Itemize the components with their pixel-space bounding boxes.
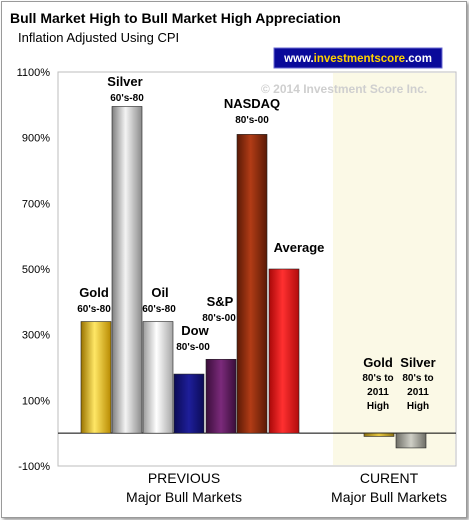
bar-period-label: 60's-80 — [142, 304, 176, 315]
bar-period-label: 60's-80 — [110, 93, 144, 104]
bar-name-label: Silver — [107, 74, 142, 89]
bar-name-label: Gold — [79, 285, 109, 300]
bars — [80, 106, 427, 449]
source-url: www.investmentscore.com — [283, 53, 432, 65]
bar-gold — [80, 321, 112, 434]
bar-silver-current — [395, 432, 427, 449]
group-label-previous-sub: Major Bull Markets — [126, 489, 242, 505]
y-tick-label: 300% — [22, 330, 50, 342]
bar-average — [268, 268, 300, 434]
bar-sp — [205, 358, 237, 434]
bar-name-label: Gold — [363, 355, 393, 370]
chart-subtitle: Inflation Adjusted Using CPI — [18, 30, 179, 45]
bar-period-label: 2011 — [407, 387, 429, 398]
y-tick-label: 1100% — [17, 67, 51, 79]
y-tick-label: 500% — [22, 264, 50, 276]
chart-title: Bull Market High to Bull Market High App… — [10, 10, 341, 26]
bar-gold-current — [363, 432, 395, 437]
y-axis: 1100% 900% 700% 500% 300% 100% -100% — [17, 67, 456, 473]
bar-name-label: Dow — [181, 323, 209, 338]
bar-period-label: 80's-00 — [202, 313, 236, 324]
bar-period-label: 80's to — [362, 373, 393, 384]
bar-period-label: High — [367, 401, 389, 412]
bar-name-label: Average — [274, 240, 325, 255]
y-tick-label: -100% — [18, 461, 50, 473]
group-label-current: CURENT — [360, 470, 419, 486]
bar-name-label: S&P — [207, 294, 234, 309]
bar-labels: Gold60's-80Silver60's-80Oil60's-80Dow80'… — [77, 74, 435, 412]
source-badge[interactable]: www.investmentscore.com — [273, 47, 443, 69]
bar-period-label: 60's-80 — [77, 304, 111, 315]
bar-period-label: 80's-00 — [176, 342, 210, 353]
group-label-current-sub: Major Bull Markets — [331, 489, 447, 505]
bar-nasdaq — [236, 134, 268, 434]
bar-silver — [111, 106, 143, 434]
copyright-watermark: © 2014 Investment Score Inc. — [261, 82, 427, 96]
bar-oil — [142, 321, 174, 434]
bar-period-label: 80's-00 — [235, 115, 269, 126]
bar-period-label: High — [407, 401, 429, 412]
bar-period-label: 80's to — [402, 373, 433, 384]
y-tick-label: 100% — [22, 395, 50, 407]
current-panel — [333, 73, 455, 465]
y-tick-label: 900% — [22, 133, 50, 145]
bar-name-label: Oil — [151, 285, 168, 300]
bar-name-label: NASDAQ — [224, 96, 280, 111]
bar-period-label: 2011 — [367, 387, 389, 398]
bar-name-label: Silver — [400, 355, 435, 370]
y-tick-label: 700% — [22, 198, 50, 210]
group-label-previous: PREVIOUS — [148, 470, 220, 486]
bar-dow — [173, 373, 205, 434]
